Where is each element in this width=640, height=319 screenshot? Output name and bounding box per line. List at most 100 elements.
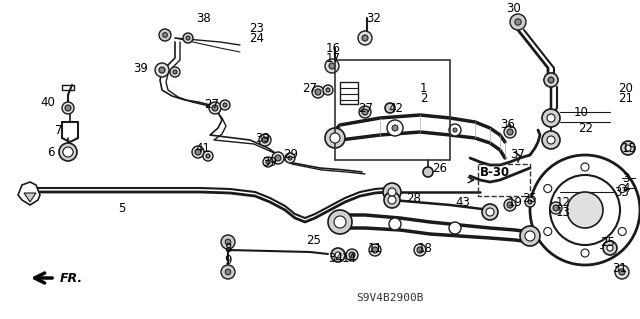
Text: 38: 38 bbox=[196, 11, 211, 25]
Circle shape bbox=[323, 85, 333, 95]
Circle shape bbox=[195, 149, 201, 155]
Circle shape bbox=[372, 247, 378, 253]
Bar bbox=[335, 60, 450, 160]
Text: 16: 16 bbox=[326, 41, 341, 55]
Circle shape bbox=[346, 249, 358, 261]
Text: 13: 13 bbox=[556, 205, 571, 219]
Circle shape bbox=[603, 241, 617, 255]
Circle shape bbox=[547, 114, 555, 122]
Text: 20: 20 bbox=[618, 81, 633, 94]
Circle shape bbox=[625, 145, 631, 151]
Text: 39: 39 bbox=[262, 155, 277, 168]
Circle shape bbox=[581, 163, 589, 171]
Circle shape bbox=[335, 252, 341, 258]
Text: 30: 30 bbox=[506, 2, 521, 14]
Text: 11: 11 bbox=[368, 241, 383, 255]
Text: 34: 34 bbox=[328, 251, 343, 264]
Text: 21: 21 bbox=[618, 92, 633, 105]
Text: 17: 17 bbox=[326, 51, 341, 64]
Circle shape bbox=[325, 128, 345, 148]
Circle shape bbox=[358, 31, 372, 45]
Circle shape bbox=[349, 252, 355, 258]
Text: 23: 23 bbox=[249, 21, 264, 34]
Circle shape bbox=[62, 102, 74, 114]
Circle shape bbox=[331, 248, 345, 262]
Text: 37: 37 bbox=[510, 149, 525, 161]
Text: B-30: B-30 bbox=[480, 166, 510, 179]
Text: 27: 27 bbox=[204, 99, 219, 112]
Circle shape bbox=[542, 131, 560, 149]
Circle shape bbox=[262, 137, 268, 143]
Circle shape bbox=[362, 109, 368, 115]
Circle shape bbox=[329, 63, 335, 69]
Circle shape bbox=[607, 245, 613, 251]
Text: 26: 26 bbox=[432, 161, 447, 174]
Circle shape bbox=[507, 202, 513, 208]
Circle shape bbox=[223, 103, 227, 107]
Text: 24: 24 bbox=[249, 32, 264, 44]
Circle shape bbox=[183, 33, 193, 43]
Text: 3: 3 bbox=[622, 172, 629, 184]
Circle shape bbox=[392, 125, 398, 131]
Text: 27: 27 bbox=[358, 101, 373, 115]
Circle shape bbox=[59, 143, 77, 161]
Circle shape bbox=[525, 231, 535, 241]
Text: 31: 31 bbox=[612, 262, 627, 275]
Circle shape bbox=[326, 88, 330, 92]
Circle shape bbox=[504, 126, 516, 138]
Circle shape bbox=[567, 192, 603, 228]
Circle shape bbox=[486, 208, 494, 216]
Text: FR.: FR. bbox=[60, 271, 83, 285]
Text: 5: 5 bbox=[118, 202, 125, 214]
Bar bbox=[478, 164, 530, 196]
Text: 15: 15 bbox=[622, 142, 637, 154]
Circle shape bbox=[170, 67, 180, 77]
Circle shape bbox=[621, 141, 635, 155]
Circle shape bbox=[619, 269, 625, 275]
Circle shape bbox=[221, 265, 235, 279]
Circle shape bbox=[514, 18, 522, 26]
Circle shape bbox=[163, 33, 168, 37]
Circle shape bbox=[482, 204, 498, 220]
Text: 25: 25 bbox=[306, 234, 321, 247]
Circle shape bbox=[387, 120, 403, 136]
Circle shape bbox=[449, 124, 461, 136]
Text: 7: 7 bbox=[54, 123, 62, 137]
Circle shape bbox=[581, 249, 589, 257]
Circle shape bbox=[507, 129, 513, 135]
Circle shape bbox=[209, 102, 221, 114]
Text: 39: 39 bbox=[255, 131, 270, 145]
Circle shape bbox=[203, 151, 213, 161]
Circle shape bbox=[544, 73, 558, 87]
Circle shape bbox=[159, 67, 165, 73]
Circle shape bbox=[206, 154, 210, 158]
Text: 36: 36 bbox=[500, 118, 515, 131]
Text: 32: 32 bbox=[366, 11, 381, 25]
Bar bbox=[340, 82, 358, 104]
Circle shape bbox=[384, 192, 400, 208]
Circle shape bbox=[173, 70, 177, 74]
Text: 10: 10 bbox=[574, 106, 589, 118]
Circle shape bbox=[359, 106, 371, 118]
Text: 1: 1 bbox=[420, 81, 428, 94]
Circle shape bbox=[388, 188, 396, 196]
Circle shape bbox=[453, 128, 457, 132]
Circle shape bbox=[550, 175, 620, 245]
Polygon shape bbox=[24, 193, 36, 202]
Circle shape bbox=[423, 167, 433, 177]
Text: 35: 35 bbox=[522, 191, 537, 204]
Circle shape bbox=[259, 134, 271, 146]
Circle shape bbox=[449, 222, 461, 234]
Circle shape bbox=[225, 269, 231, 275]
Circle shape bbox=[288, 156, 292, 160]
Circle shape bbox=[520, 226, 540, 246]
Text: 40: 40 bbox=[40, 95, 55, 108]
Text: 29: 29 bbox=[283, 149, 298, 161]
Circle shape bbox=[155, 63, 169, 77]
Circle shape bbox=[504, 199, 516, 211]
Circle shape bbox=[553, 205, 559, 211]
Circle shape bbox=[186, 36, 190, 40]
Circle shape bbox=[544, 184, 552, 192]
Circle shape bbox=[192, 146, 204, 158]
Circle shape bbox=[383, 183, 401, 201]
